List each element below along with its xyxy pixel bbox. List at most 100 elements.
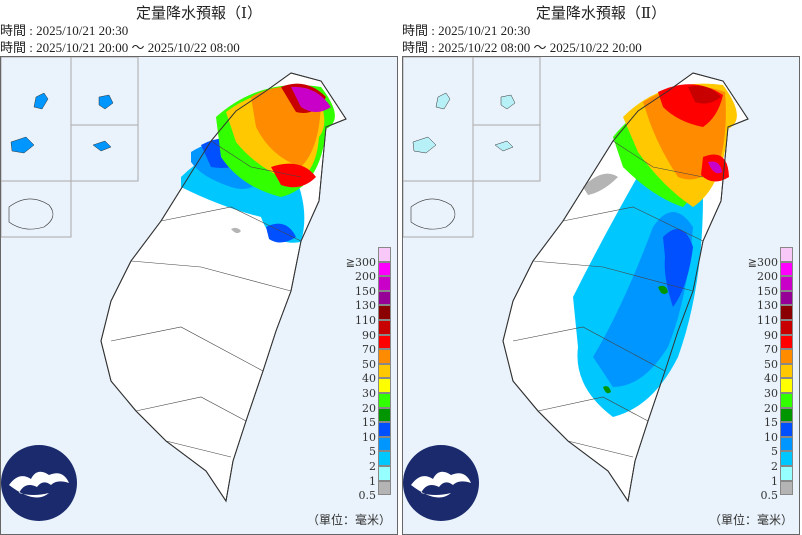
legend-swatch xyxy=(378,436,391,452)
rain-area xyxy=(658,84,729,182)
islands xyxy=(92,94,114,152)
legend-swatch xyxy=(780,247,793,262)
legend-label: 110 xyxy=(355,313,376,327)
legend-swatch xyxy=(378,261,391,277)
legend-row: ≧300 xyxy=(733,247,793,268)
legend-row: 5 xyxy=(331,436,391,457)
inset-box xyxy=(403,180,474,238)
legend-row: ≧300 xyxy=(331,247,391,268)
legend-label: 1 xyxy=(771,474,778,488)
legend-label: 200 xyxy=(355,270,376,284)
rain-area xyxy=(663,229,693,307)
unit-label: （單位：毫米） xyxy=(708,513,793,527)
county-boundaries xyxy=(512,140,704,458)
legend-swatch xyxy=(378,392,391,408)
legend-label: 50 xyxy=(764,357,778,371)
forecast-panel-2: 定量降水預報（Ⅱ） 時間 : 2025/10/21 20:30 時間 : 202… xyxy=(402,0,800,535)
islands xyxy=(494,94,516,152)
legend-label: 5 xyxy=(771,445,778,459)
legend-swatch xyxy=(780,451,793,466)
legend-row: 200 xyxy=(331,261,391,282)
rain-area xyxy=(708,161,722,174)
legend-row: 0.5 xyxy=(331,480,391,501)
legend-row: 20 xyxy=(331,392,391,414)
legend-label: 50 xyxy=(362,357,376,371)
legend-row: 2 xyxy=(331,451,391,472)
rain-map: ≧300 200 150 130 110 90 70 50 40 30 20 15 10 5 2 1 0.5 （… xyxy=(402,56,800,535)
kinmen-island xyxy=(8,198,54,230)
legend-row: 1 xyxy=(331,465,391,487)
legend: ≧300 200 150 130 110 90 70 50 40 30 20 15 10 5 2 1 0.5 xyxy=(331,247,391,501)
cwa-logo-icon xyxy=(403,445,479,521)
logo-cloud xyxy=(9,471,69,498)
legend-swatch xyxy=(780,363,793,379)
county-boundaries xyxy=(110,140,302,458)
legend-row: 130 xyxy=(331,290,391,311)
legend-row: 70 xyxy=(331,334,391,355)
legend-label: 2 xyxy=(771,459,778,473)
inset-box xyxy=(1,57,72,182)
legend-label: 20 xyxy=(362,401,376,415)
legend-label: 40 xyxy=(362,372,376,386)
inset-box xyxy=(70,57,139,126)
legend-swatch xyxy=(780,276,793,291)
legend-swatch xyxy=(780,465,793,481)
legend-row: 150 xyxy=(733,276,793,297)
rain-area xyxy=(231,227,241,234)
legend-swatch xyxy=(378,319,391,335)
legend-label: 200 xyxy=(757,270,778,284)
legend-swatch xyxy=(780,422,793,437)
penghu-islands xyxy=(10,92,49,154)
legend-row: 10 xyxy=(733,422,793,443)
legend-label: 40 xyxy=(764,372,778,386)
legend-swatch xyxy=(780,349,793,364)
legend-row: 50 xyxy=(331,349,391,370)
legend-row: 110 xyxy=(733,305,793,326)
unit-label: （單位：毫米） xyxy=(306,513,391,527)
legend-label: 130 xyxy=(757,299,778,313)
legend-row: 200 xyxy=(733,261,793,282)
rain-map: ≧300 200 150 130 110 90 70 50 40 30 20 15 10 5 2 1 0.5 （… xyxy=(0,56,398,535)
legend-label: 15 xyxy=(764,416,778,430)
legend-label: 10 xyxy=(764,430,778,444)
legend-label: 2 xyxy=(369,459,376,473)
legend-label: 130 xyxy=(355,299,376,313)
legend-swatch xyxy=(378,422,391,437)
logo-cloud xyxy=(411,471,471,498)
legend-label: 5 xyxy=(369,445,376,459)
valid-time: 時間 : 2025/10/21 20:00 ～ 2025/10/22 08:00 xyxy=(0,40,240,55)
legend-row: 70 xyxy=(733,334,793,355)
legend-swatch xyxy=(378,407,391,423)
legend-label: ≧300 xyxy=(747,255,778,269)
legend-swatch xyxy=(378,465,391,481)
legend-swatch xyxy=(378,451,391,466)
legend-row: 0.5 xyxy=(733,480,793,501)
rain-area xyxy=(291,86,331,112)
rain-area xyxy=(583,173,618,195)
legend-row: 2 xyxy=(733,451,793,472)
panel-title: 定量降水預報（Ⅱ） xyxy=(535,4,667,22)
legend-label: 90 xyxy=(764,328,778,342)
legend-swatch xyxy=(378,363,391,379)
legend-swatch xyxy=(780,480,793,496)
legend-row: 15 xyxy=(331,407,391,428)
legend-row: 20 xyxy=(733,392,793,414)
legend-label: 90 xyxy=(362,328,376,342)
issue-time: 時間 : 2025/10/21 20:30 xyxy=(0,23,129,38)
inset-box xyxy=(1,180,72,238)
coastline xyxy=(502,72,749,503)
legend-row: 30 xyxy=(331,378,391,399)
legend-label: 10 xyxy=(362,430,376,444)
legend-row: 40 xyxy=(331,363,391,384)
legend-row: 10 xyxy=(331,422,391,443)
legend-row: 150 xyxy=(331,276,391,297)
legend-swatch xyxy=(378,290,391,306)
legend-row: 110 xyxy=(331,305,391,326)
rain-area xyxy=(688,85,721,104)
coastline xyxy=(100,72,347,503)
legend-label: 150 xyxy=(355,284,376,298)
legend-swatch xyxy=(780,378,793,393)
legend-swatch xyxy=(780,261,793,277)
inset-box xyxy=(70,124,139,182)
legend-label: 30 xyxy=(764,386,778,400)
